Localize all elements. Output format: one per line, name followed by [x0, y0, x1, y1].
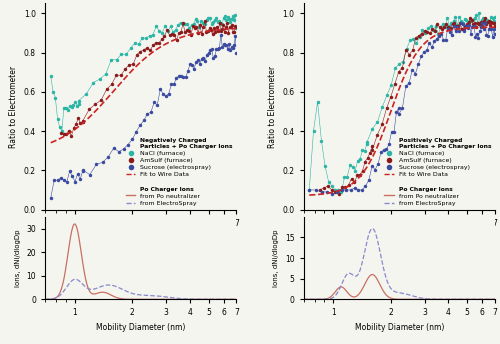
- X-axis label: Mobility Diameter (nm): Mobility Diameter (nm): [354, 323, 444, 332]
- Legend: Negatively Charged
Particles + Po Charger Ions, NaCl (furnace), AmSulf (furnace): Negatively Charged Particles + Po Charge…: [124, 136, 235, 208]
- Y-axis label: Ions, dNi/dlogDp: Ions, dNi/dlogDp: [14, 229, 20, 287]
- Y-axis label: Ratio to Electrometer: Ratio to Electrometer: [10, 65, 18, 148]
- Y-axis label: Ions, dNi/dlogDp: Ions, dNi/dlogDp: [274, 229, 280, 287]
- Legend: Positively Charged
Particles + Po Charger Ions, NaCl (furnace), AmSulf (furnace): Positively Charged Particles + Po Charge…: [382, 136, 494, 208]
- Y-axis label: Ratio to Electrometer: Ratio to Electrometer: [268, 65, 277, 148]
- X-axis label: Mobility Diameter (nm): Mobility Diameter (nm): [96, 323, 186, 332]
